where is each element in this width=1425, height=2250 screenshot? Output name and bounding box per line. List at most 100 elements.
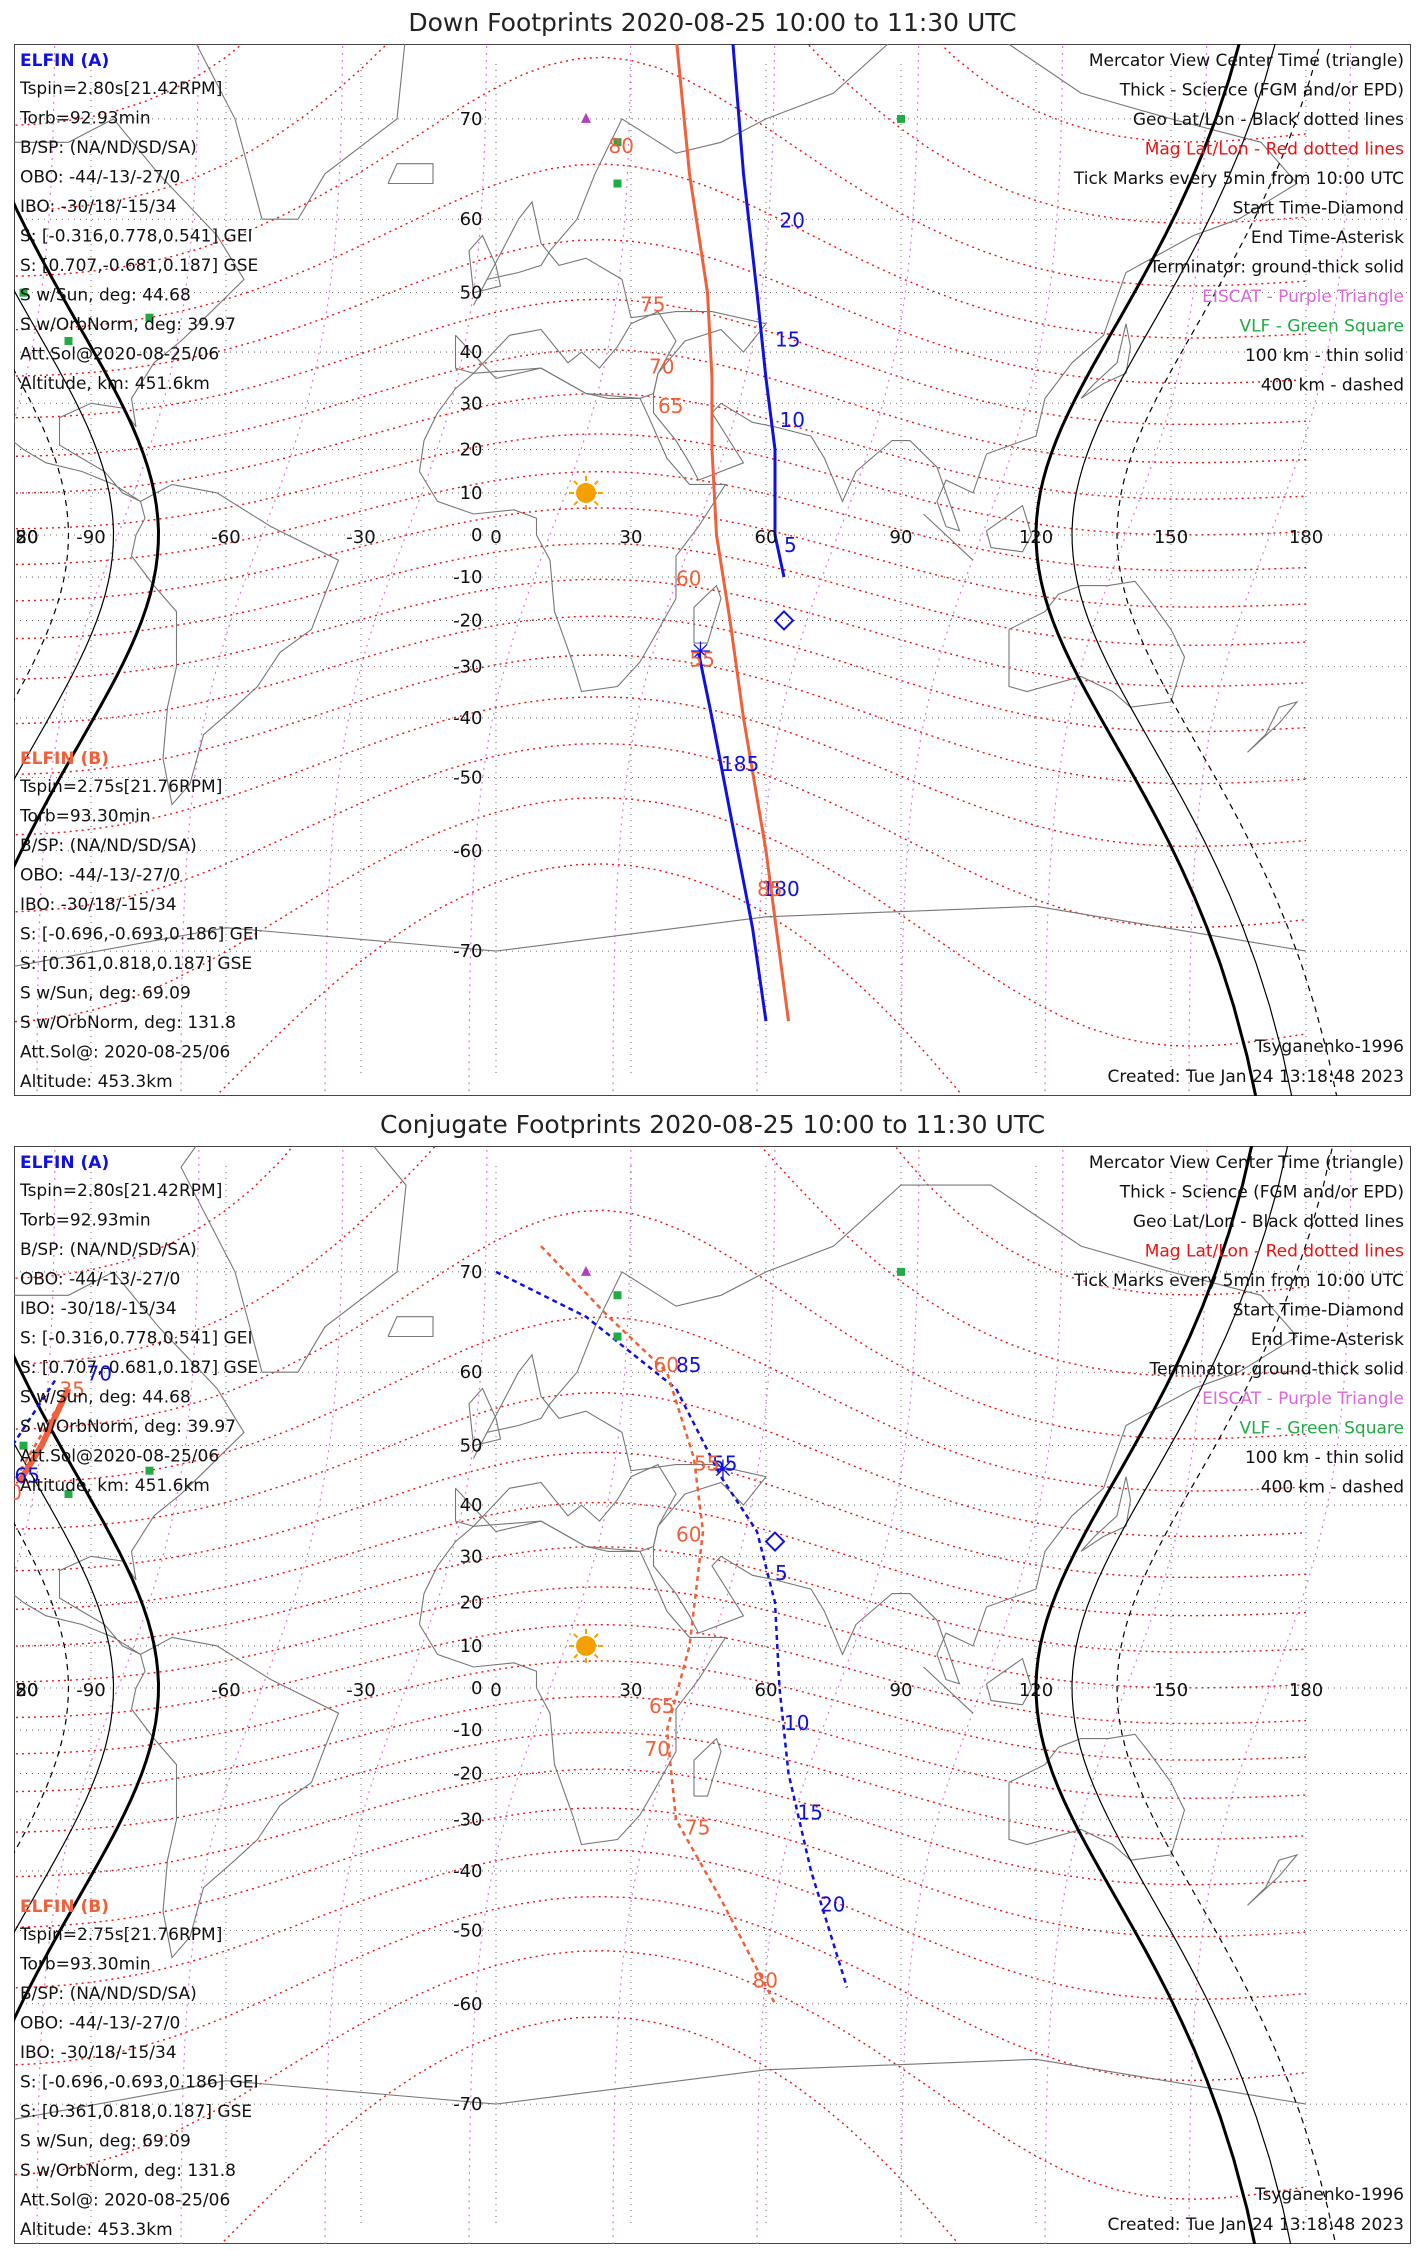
lon-label: 150 [1154, 527, 1188, 548]
coastline [418, 367, 727, 693]
lat-label: 70 [460, 109, 483, 130]
vlf-square-icon [613, 138, 622, 147]
mag-lat-line [14, 1807, 1307, 1938]
legend-line: 400 km - dashed [1261, 1478, 1404, 1498]
tick-label-a: 180 [762, 877, 800, 901]
mag-lat-line [14, 1895, 1307, 2082]
mag-lat-line [14, 1451, 1307, 1579]
coastline [693, 1737, 722, 1797]
legend-line: Start Time-Diamond [1233, 199, 1404, 219]
tick-label-b: 70 [649, 354, 674, 378]
lat-label: -70 [453, 941, 482, 962]
tick-label-b: 65 [649, 1694, 674, 1718]
mag-lat-line [214, 863, 964, 1096]
lat-label: 0 [471, 1678, 482, 1699]
mag-lon-line [468, 44, 632, 1096]
lon-label: 0 [490, 1680, 501, 1701]
mag-lat-line [14, 238, 1307, 385]
mag-lat-line [14, 1316, 1307, 1492]
coastline [473, 44, 1298, 532]
footprint-tracks [675, 44, 790, 1022]
lon-label: 120 [1019, 1680, 1053, 1701]
elfin-b-track [540, 1245, 777, 2005]
elfin-a-info: ELFIN (A) Tspin=2.80s[21.42RPM] Torb=92.93… [19, 51, 258, 394]
vlf-square-icon [145, 313, 154, 322]
elfin-a-info-line: S w/OrbNorm, deg: 39.97 [20, 1417, 236, 1437]
mag-lon-line [324, 1146, 488, 2244]
coastline [180, 1146, 407, 1373]
mag-lat-line [14, 615, 1307, 733]
lon-label: -30 [346, 527, 375, 548]
elfin-a-info-line: S: [-0.316,0.778,0.541] GEI [20, 1329, 252, 1349]
elfin-b-info: ELFIN (B) Tspin=2.75s[21.76RPM] Torb=93.30… [19, 749, 259, 1092]
tick-label-b: 60 [676, 567, 701, 591]
elfin-a-info-line: Torb=92.93min [19, 1211, 151, 1231]
lon-label: 60 [755, 527, 778, 548]
tick-label-b: 60 [654, 1353, 679, 1377]
terminator-curve [14, 289, 115, 781]
terminator-curve [14, 1521, 70, 1854]
coastline [468, 234, 502, 294]
elfin-b-info-line: S: [-0.696,-0.693,0.186] GEI [20, 925, 259, 945]
elfin-a-info-line: IBO: -30/18/-15/34 [20, 1299, 177, 1319]
lon-label: 120 [1019, 527, 1053, 548]
elfin-b-track [675, 44, 790, 1022]
lat-label: -60 [453, 841, 482, 862]
axis-labels: -180-150-120-90-60-300306090120150180706… [14, 109, 1323, 962]
map-panel-conjugate-footprints: ✳ -180-150-120-90-60-3003060901201501807… [14, 1146, 1411, 2244]
geo-grid [14, 64, 1410, 1076]
mag-lat-line [14, 470, 1307, 572]
lat-label: -40 [453, 1861, 482, 1882]
mag-lon-line [756, 1146, 920, 2244]
vlf-square-icon [613, 1291, 622, 1300]
lat-label: 70 [460, 1262, 483, 1283]
coastline [1247, 700, 1299, 753]
start-diamond-icon [764, 1531, 786, 1552]
elfin-b-info-line: S: [0.361,0.818,0.187] GSE [20, 2102, 252, 2122]
coastline [1080, 323, 1132, 399]
mag-lat-line [14, 1146, 1307, 1296]
tick-label-b: 80 [609, 134, 634, 158]
tick-label-b: 70 [645, 1737, 670, 1761]
lat-label: -10 [453, 567, 482, 588]
mag-lon-line [1188, 1146, 1352, 2244]
tick-label-a: 185 [721, 752, 759, 776]
end-asterisk-icon: ✳ [712, 1456, 734, 1486]
start-diamond-icon [773, 610, 795, 631]
elfin-a-info-line: Att.Sol@2020-08-25/06 [20, 345, 219, 365]
vlf-square-icon [145, 1466, 154, 1475]
terminator-curve [14, 200, 161, 870]
elfin-b-name: ELFIN (B) [20, 1897, 109, 1917]
mag-lat-line [14, 348, 1307, 464]
legend: Mercator View Center Time (triangle) Thic… [1073, 51, 1404, 396]
vlf-square-icon [64, 336, 73, 345]
markers: ✳✳ [19, 112, 905, 667]
mag-lat-line [220, 2016, 960, 2244]
mag-lon-line [612, 44, 776, 1096]
elfin-b-info-line: IBO: -30/18/-15/34 [20, 895, 177, 915]
elfin-a-info-line: OBO: -44/-13/-27/0 [20, 168, 180, 188]
mag-lat-line [14, 1768, 1307, 1886]
sun-ray [573, 500, 579, 506]
elfin-a-info-line: S w/Sun, deg: 44.68 [20, 286, 191, 306]
tick-label-a: 5 [775, 1561, 788, 1585]
tick-label-a: 65 [15, 1464, 40, 1488]
footer: Tsyganenko-1996 Created: Tue Jan 24 13:18… [1107, 1037, 1404, 1087]
mag-lat-line [14, 56, 1307, 287]
elfin-b-info-line: Torb=93.30min [19, 1955, 151, 1975]
tick-label-a: 55 [712, 1452, 737, 1476]
elfin-b-info-line: S w/OrbNorm, deg: 131.8 [20, 1013, 236, 1033]
terminator-curve [14, 368, 70, 701]
coastline [473, 1184, 1298, 1685]
tick-label-a: 70 [87, 1361, 112, 1385]
lon-label: 60 [755, 1680, 778, 1701]
coastline [130, 1636, 340, 1959]
lat-label: 30 [460, 1546, 483, 1567]
panel-title-down: Down Footprints 2020-08-25 10:00 to 11:3… [408, 8, 1017, 37]
legend-line: Geo Lat/Lon - Black dotted lines [1133, 1212, 1404, 1232]
lon-label: -90 [76, 1680, 105, 1701]
lat-label: -50 [453, 767, 482, 788]
coastline [693, 584, 722, 644]
elfin-b-info-line: OBO: -44/-13/-27/0 [20, 866, 180, 886]
coastline [468, 1387, 502, 1447]
